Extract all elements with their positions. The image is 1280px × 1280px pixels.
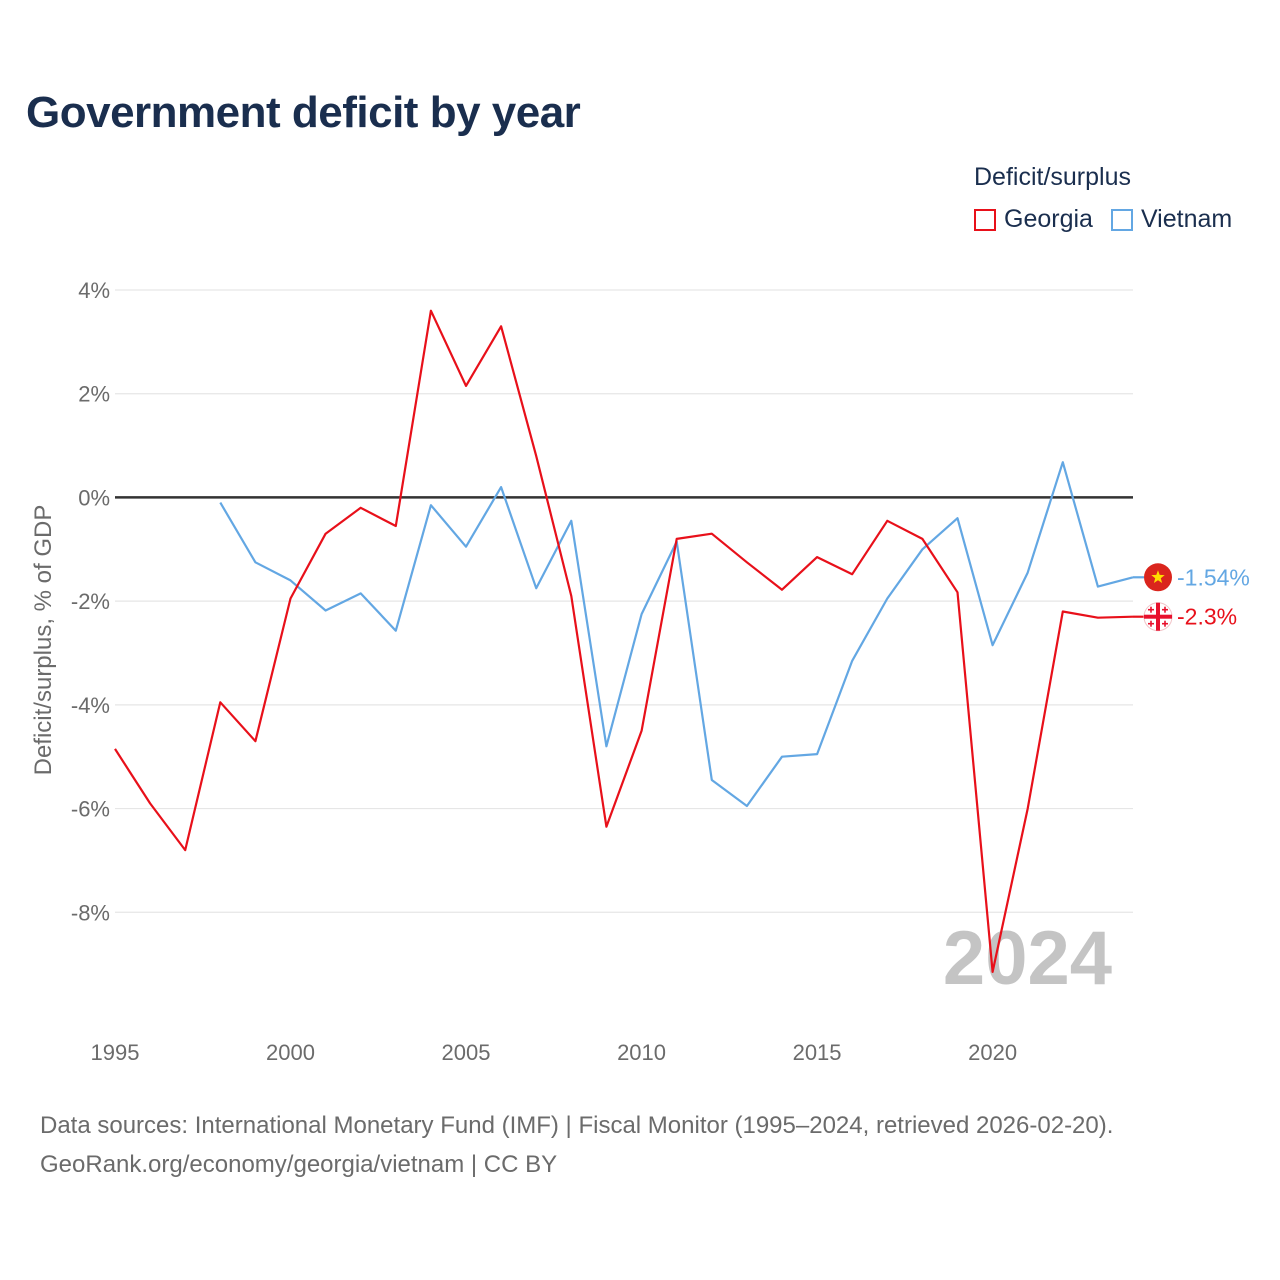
legend-swatch-vietnam xyxy=(1110,208,1133,231)
x-tick-label: 2020 xyxy=(968,1040,1017,1065)
x-axis-ticks: 1995 2000 2005 2010 2015 2020 xyxy=(91,1040,1018,1065)
legend-item-vietnam[interactable]: Vietnam xyxy=(1110,205,1233,234)
footer-attribution[interactable]: GeoRank.org/economy/georgia/vietnam | CC… xyxy=(40,1151,558,1178)
x-tick-label: 2010 xyxy=(617,1040,666,1065)
y-tick-label: -2% xyxy=(71,589,110,614)
flag-small-cross xyxy=(1150,620,1152,627)
end-label-vietnam: -1.54% xyxy=(1177,564,1250,590)
y-axis-ticks: 4% 2% 0% -2% -4% -6% -8% xyxy=(71,278,110,925)
vietnam-flag-icon xyxy=(1144,563,1172,592)
x-tick-label: 2005 xyxy=(442,1040,491,1065)
year-watermark: 2024 xyxy=(943,916,1112,1001)
series-line-vietnam xyxy=(219,461,1134,808)
flag-small-cross xyxy=(1164,606,1166,613)
series-line-georgia xyxy=(114,309,1134,973)
y-tick-label: 4% xyxy=(78,278,110,303)
line-chart: 4% 2% 0% -2% -4% -6% -8% 1995 2000 2005 2010 2015 2… xyxy=(30,278,1250,1065)
end-label-georgia: -2.3% xyxy=(1177,604,1237,630)
legend-label-georgia: Georgia xyxy=(1004,205,1093,233)
star-icon xyxy=(1151,570,1165,583)
flag-small-cross xyxy=(1150,606,1152,613)
y-tick-label: 0% xyxy=(78,485,110,510)
footer-sources: Data sources: International Monetary Fun… xyxy=(40,1112,1114,1139)
legend-item-georgia[interactable]: Georgia xyxy=(974,205,1093,234)
chart-title: Government deficit by year xyxy=(26,88,581,137)
y-tick-label: -6% xyxy=(71,797,110,822)
grid-lines xyxy=(115,289,1133,913)
series-lines xyxy=(114,309,1134,973)
y-tick-label: -8% xyxy=(71,900,110,925)
legend-swatch-georgia xyxy=(974,208,996,231)
y-tick-label: -4% xyxy=(71,693,110,718)
legend-label-vietnam: Vietnam xyxy=(1140,205,1233,233)
legend: Georgia Vietnam xyxy=(974,205,1232,234)
footer: Data sources: International Monetary Fun… xyxy=(40,1106,1113,1184)
georgia-flag-icon xyxy=(1143,602,1173,632)
x-tick-label: 2015 xyxy=(793,1040,842,1065)
x-tick-label: 1995 xyxy=(91,1040,140,1065)
flag-small-cross xyxy=(1164,620,1166,627)
y-axis-label: Deficit/surplus, % of GDP xyxy=(30,505,57,776)
end-labels: -2.3% -1.54% xyxy=(1133,563,1250,632)
x-tick-label: 2000 xyxy=(266,1040,315,1065)
legend-title: Deficit/surplus xyxy=(974,163,1131,191)
flag-cross-vertical xyxy=(1156,602,1160,631)
y-tick-label: 2% xyxy=(78,382,110,407)
